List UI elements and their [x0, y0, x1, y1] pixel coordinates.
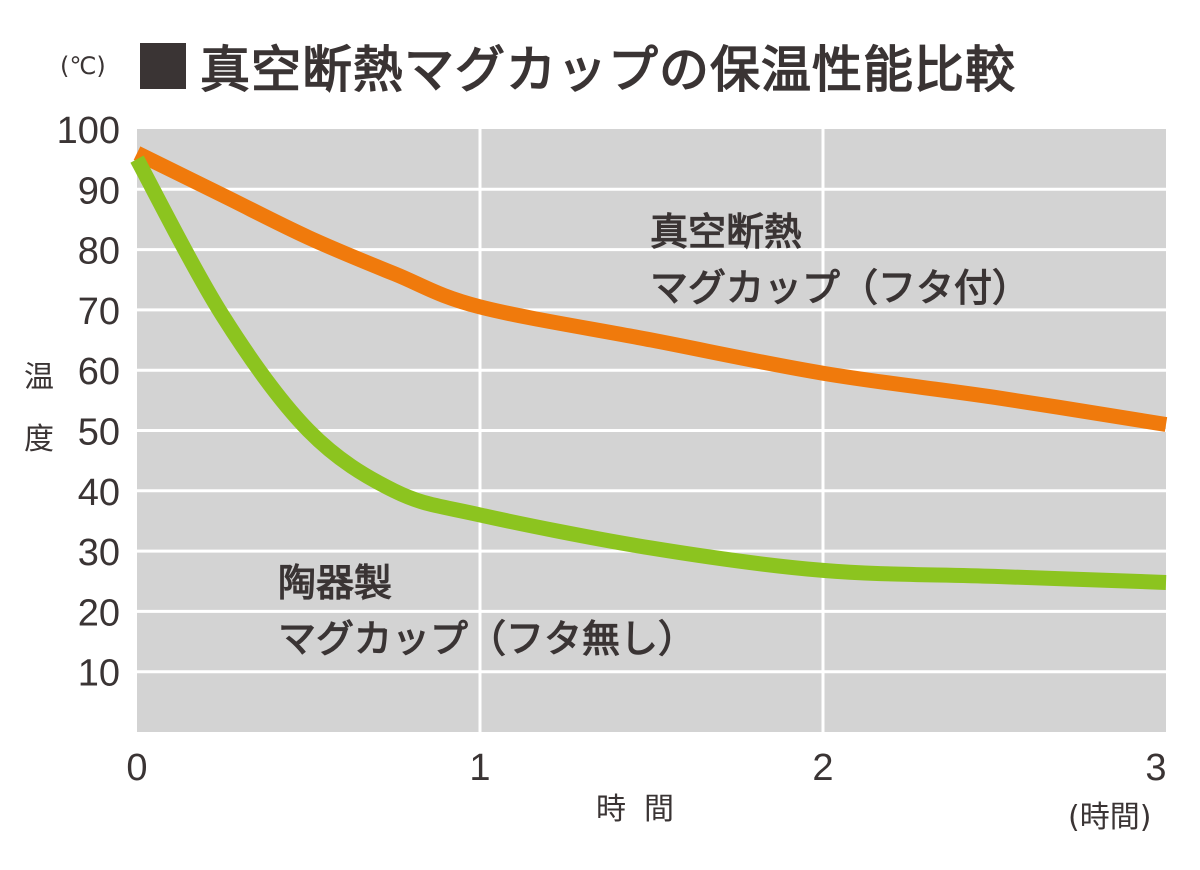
- y-unit-label: (℃): [60, 52, 106, 80]
- y-tick-label: 80: [78, 231, 120, 273]
- annotation-vacuum-line1: 真空断熱: [650, 210, 803, 254]
- y-tick-label: 60: [78, 351, 120, 393]
- x-tick-label: 0: [126, 747, 147, 789]
- x-tick-label: 2: [812, 747, 833, 789]
- annotation-ceramic: 陶器製マグカップ（フタ無し）: [278, 555, 696, 667]
- axis-ticks: 10 20 30 40 50 60 70 80 90 100 0 1 2 3: [57, 110, 1167, 789]
- y-tick-label: 40: [78, 472, 120, 514]
- y-tick-label: 50: [78, 412, 120, 454]
- chart-title: 真空断熱マグカップの保温性能比較: [140, 30, 1016, 102]
- y-tick-label: 90: [78, 170, 120, 212]
- title-square-icon: [140, 43, 186, 89]
- series-line-vacuum: [133, 146, 1168, 432]
- series-lines: [130, 146, 1168, 590]
- series-line-ceramic: [130, 155, 1167, 590]
- annotation-vacuum-line2: マグカップ（フタ付）: [650, 266, 1031, 310]
- annotation-ceramic-line2: マグカップ（フタ無し）: [278, 617, 697, 661]
- annotation-ceramic-line1: 陶器製: [278, 561, 393, 605]
- y-tick-label: 30: [78, 532, 120, 574]
- y-tick-label: 70: [78, 291, 120, 333]
- x-tick-label: 3: [1145, 747, 1166, 789]
- y-axis-label-2: 度: [24, 422, 54, 457]
- chart-title-text: 真空断熱マグカップの保温性能比較: [200, 41, 1016, 99]
- x-axis-label: 時間: [596, 792, 692, 827]
- y-tick-label: 10: [78, 653, 120, 695]
- y-tick-label: 20: [78, 592, 120, 634]
- x-tick-label: 1: [469, 747, 490, 789]
- y-axis-label-1: 温: [24, 360, 54, 395]
- x-axis-unit: (時間): [1068, 800, 1152, 835]
- y-tick-label: 100: [57, 110, 120, 152]
- annotation-vacuum: 真空断熱マグカップ（フタ付）: [650, 204, 1030, 316]
